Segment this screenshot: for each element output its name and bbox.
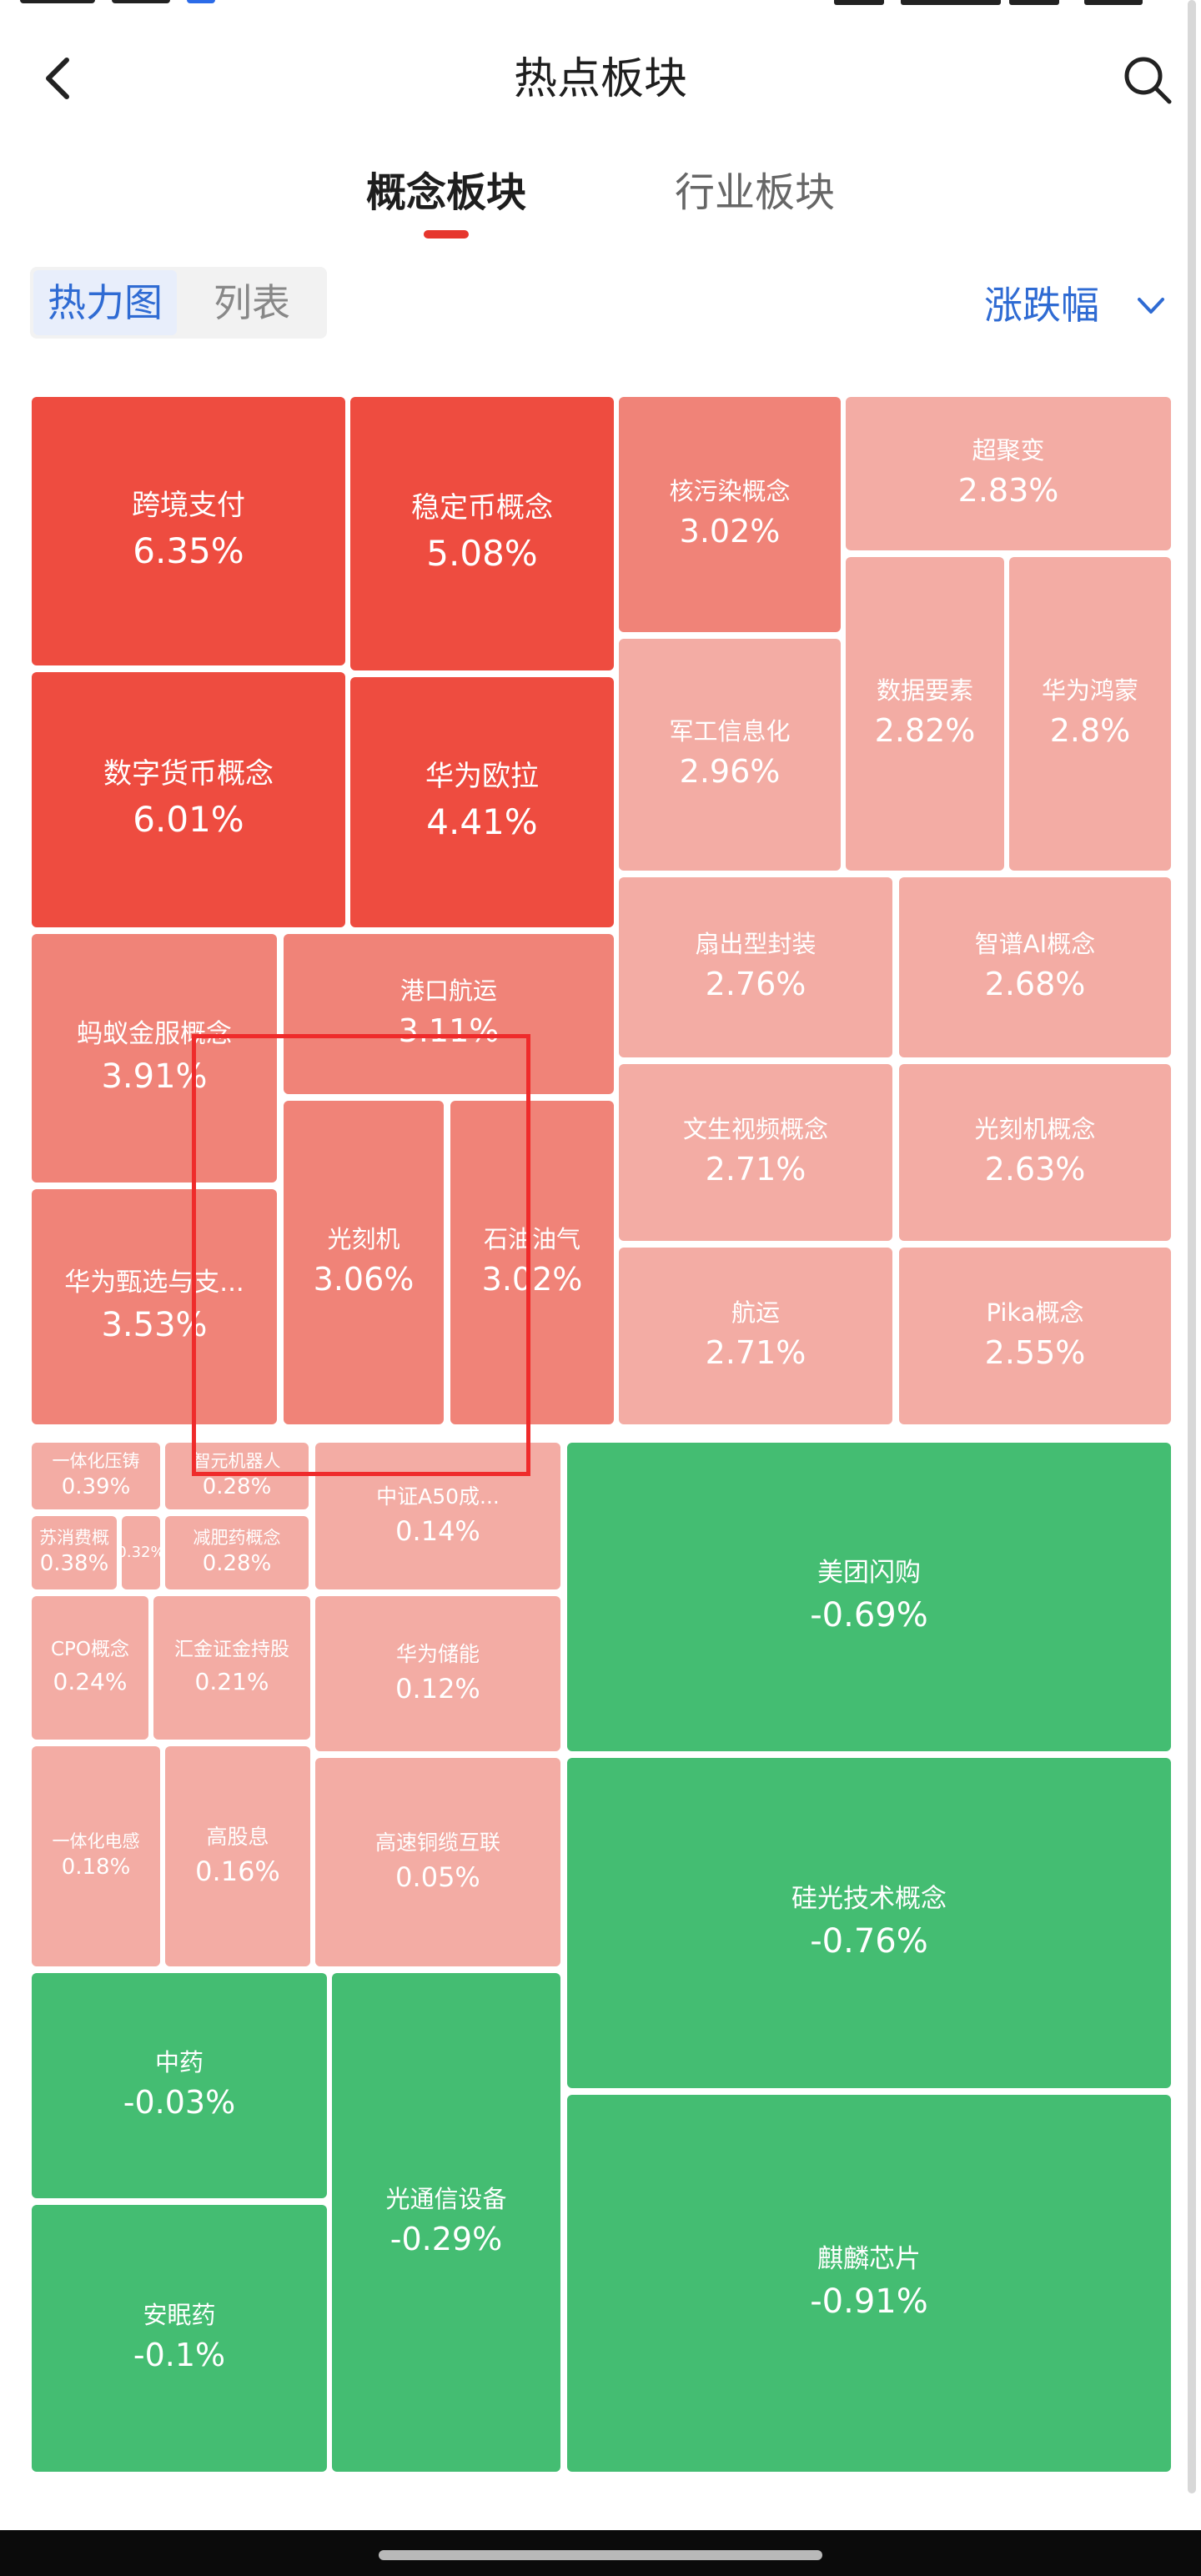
heatmap-tile[interactable]: 中药 -0.03% xyxy=(32,1973,327,2198)
heatmap-tile[interactable]: 智元机器人 0.28% xyxy=(165,1443,309,1509)
heatmap-tile[interactable]: 0.32% xyxy=(122,1516,160,1589)
heatmap-tile[interactable]: 华为甄选与支... 3.53% xyxy=(32,1189,277,1424)
tab-concept-sectors[interactable]: 概念板块 xyxy=(365,169,526,216)
heatmap-tile[interactable]: 港口航运 3.11% xyxy=(284,934,614,1094)
heatmap-tile[interactable]: 减肥药概念 0.28% xyxy=(165,1516,309,1589)
heatmap-tile[interactable]: 智谱AI概念 2.68% xyxy=(899,877,1171,1057)
heatmap-tile[interactable]: 军工信息化 2.96% xyxy=(619,639,841,871)
heatmap-tile[interactable]: 安眠药 -0.1% xyxy=(32,2205,327,2472)
heatmap-tile[interactable]: 跨境支付 6.35% xyxy=(32,397,345,665)
heatmap-tile[interactable]: 超聚变 2.83% xyxy=(846,397,1171,550)
heatmap-tile[interactable]: 光刻机 3.06% xyxy=(284,1101,444,1424)
heatmap-tile[interactable]: 光刻机概念 2.63% xyxy=(899,1064,1171,1241)
list-toggle-button[interactable]: 列表 xyxy=(214,280,290,325)
heatmap-tile[interactable]: 美团闪购 -0.69% xyxy=(567,1443,1171,1751)
heatmap-tile[interactable]: 一体化压铸 0.39% xyxy=(32,1443,160,1509)
heatmap-tile[interactable]: 数据要素 2.82% xyxy=(846,557,1004,871)
heatmap-tile[interactable]: 华为储能 0.12% xyxy=(315,1596,560,1751)
heatmap-toggle-button[interactable]: 热力图 xyxy=(33,270,177,335)
heatmap-tile[interactable]: 汇金证金持股 0.21% xyxy=(153,1596,310,1740)
heatmap-tile[interactable]: 麒麟芯片 -0.91% xyxy=(567,2095,1171,2472)
heatmap-tile[interactable]: 文生视频概念 2.71% xyxy=(619,1064,892,1241)
home-indicator[interactable] xyxy=(379,2550,822,2560)
highlight-annotation-box xyxy=(192,1034,530,1476)
back-arrow-icon[interactable] xyxy=(38,53,77,103)
sort-label: 涨跌幅 xyxy=(984,283,1099,328)
search-icon[interactable] xyxy=(1123,55,1173,105)
heatmap-tile[interactable]: 华为欧拉 4.41% xyxy=(350,677,614,927)
heatmap-tile[interactable]: 硅光技术概念 -0.76% xyxy=(567,1758,1171,2088)
heatmap-tile[interactable]: 扇出型封装 2.76% xyxy=(619,877,892,1057)
heatmap-tile[interactable]: 光通信设备 -0.29% xyxy=(332,1973,560,2472)
heatmap-tile[interactable]: 苏消费概 0.38% xyxy=(32,1516,117,1589)
heatmap-tile[interactable]: 高股息 0.16% xyxy=(165,1746,310,1966)
sort-dropdown[interactable]: 涨跌幅 xyxy=(984,274,1184,337)
active-tab-indicator xyxy=(424,230,469,239)
header: 热点板块 xyxy=(0,17,1201,117)
heatmap-tile[interactable]: 核污染概念 3.02% xyxy=(619,397,841,632)
heatmap-tile[interactable]: 高速铜缆互联 0.05% xyxy=(315,1758,560,1966)
heatmap-tile[interactable]: 一体化电感 0.18% xyxy=(32,1746,160,1966)
heatmap-tile[interactable]: 石油油气 3.02% xyxy=(450,1101,614,1424)
heatmap-tile[interactable]: 中证A50成... 0.14% xyxy=(315,1443,560,1589)
heatmap-tile[interactable]: 航运 2.71% xyxy=(619,1248,892,1424)
heatmap-tile[interactable]: 数字货币概念 6.01% xyxy=(32,672,345,927)
tab-industry-sectors[interactable]: 行业板块 xyxy=(674,169,835,216)
heatmap-tile[interactable]: 稳定币概念 5.08% xyxy=(350,397,614,670)
heatmap-tile[interactable]: CPO概念 0.24% xyxy=(32,1596,148,1740)
status-bar xyxy=(0,0,1201,12)
page-title: 热点板块 xyxy=(513,54,687,104)
heatmap-tile[interactable]: 蚂蚁金服概念 3.91% xyxy=(32,934,277,1183)
view-toggle: 热力图 列表 xyxy=(30,267,327,339)
heatmap-tile[interactable]: 华为鸿蒙 2.8% xyxy=(1009,557,1171,871)
chevron-down-icon xyxy=(1134,292,1168,320)
heatmap-tile[interactable]: Pika概念 2.55% xyxy=(899,1248,1171,1424)
scrollbar[interactable] xyxy=(1188,0,1196,2493)
